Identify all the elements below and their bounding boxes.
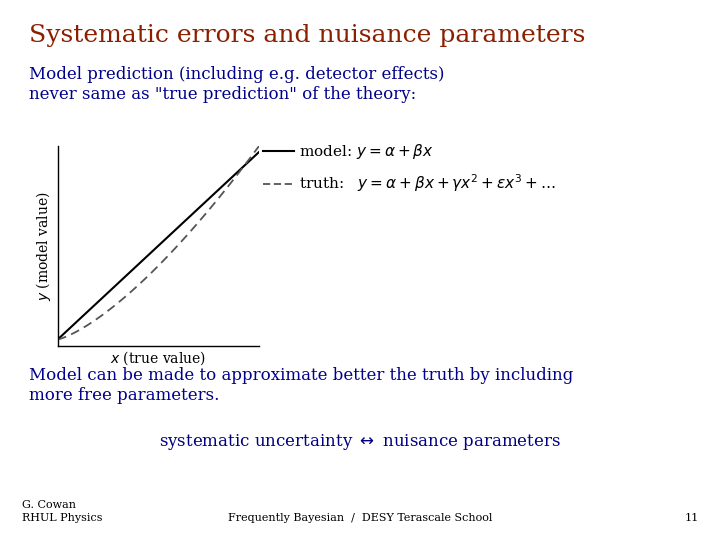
Text: model: $y = \alpha + \beta x$: model: $y = \alpha + \beta x$	[299, 141, 433, 161]
Text: 11: 11	[684, 512, 698, 523]
Text: RHUL Physics: RHUL Physics	[22, 512, 102, 523]
Text: G. Cowan: G. Cowan	[22, 500, 76, 510]
Y-axis label: $y$ (model value): $y$ (model value)	[35, 191, 53, 301]
Text: Systematic errors and nuisance parameters: Systematic errors and nuisance parameter…	[29, 24, 585, 48]
Text: never same as "true prediction" of the theory:: never same as "true prediction" of the t…	[29, 86, 416, 103]
Text: more free parameters.: more free parameters.	[29, 387, 219, 404]
Text: truth:   $y = \alpha + \beta x + \gamma x^2 + \varepsilon x^3 + \ldots$: truth: $y = \alpha + \beta x + \gamma x^…	[299, 173, 556, 194]
X-axis label: $x$ (true value): $x$ (true value)	[110, 350, 207, 367]
Text: systematic uncertainty $\leftrightarrow$ nuisance parameters: systematic uncertainty $\leftrightarrow$…	[159, 432, 561, 452]
Text: Frequently Bayesian  /  DESY Terascale School: Frequently Bayesian / DESY Terascale Sch…	[228, 512, 492, 523]
Text: Model can be made to approximate better the truth by including: Model can be made to approximate better …	[29, 367, 573, 384]
Text: Model prediction (including e.g. detector effects): Model prediction (including e.g. detecto…	[29, 66, 444, 83]
